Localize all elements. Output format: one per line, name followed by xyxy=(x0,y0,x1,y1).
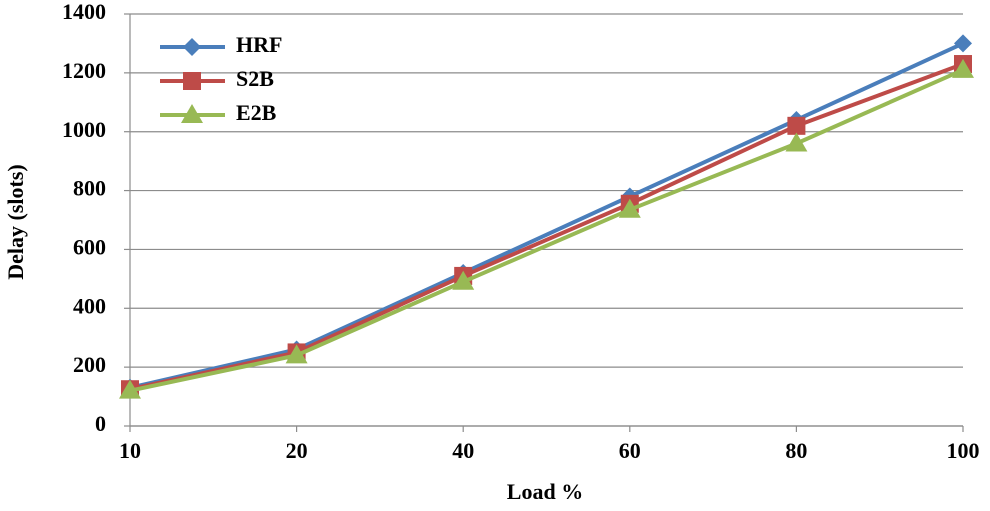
data-point xyxy=(119,379,141,399)
legend-marker xyxy=(181,104,203,123)
y-tick-label: 0 xyxy=(95,411,106,436)
y-tick-label: 1400 xyxy=(62,0,106,24)
legend-label: E2B xyxy=(236,100,277,125)
x-tick-label: 80 xyxy=(785,438,807,463)
data-point xyxy=(954,34,972,53)
y-tick-label: 600 xyxy=(73,234,106,259)
data-point xyxy=(787,116,806,135)
x-axis-title: Load % xyxy=(507,479,583,504)
data-point xyxy=(785,132,808,152)
y-tick-label: 1000 xyxy=(62,117,106,142)
legend-marker xyxy=(183,72,201,90)
x-tick-label: 40 xyxy=(452,438,474,463)
data-point xyxy=(285,344,308,364)
y-tick-label: 400 xyxy=(73,293,106,318)
series-line xyxy=(129,62,964,392)
x-tick-label: 100 xyxy=(947,438,980,463)
x-tick-label: 10 xyxy=(119,438,141,463)
y-tick-label: 1200 xyxy=(62,58,106,83)
data-point xyxy=(618,198,641,218)
legend-label: S2B xyxy=(236,66,274,91)
legend-marker xyxy=(183,38,201,56)
x-tick-label: 60 xyxy=(619,438,641,463)
data-point xyxy=(952,58,974,78)
y-axis-title: Delay (slots) xyxy=(3,164,28,279)
series-line xyxy=(129,68,964,393)
y-tick-label: 200 xyxy=(73,352,106,377)
x-tick-label: 20 xyxy=(286,438,308,463)
series-line xyxy=(129,41,964,390)
y-tick-label: 800 xyxy=(73,176,106,201)
data-point xyxy=(452,270,475,290)
legend-label: HRF xyxy=(236,32,282,57)
